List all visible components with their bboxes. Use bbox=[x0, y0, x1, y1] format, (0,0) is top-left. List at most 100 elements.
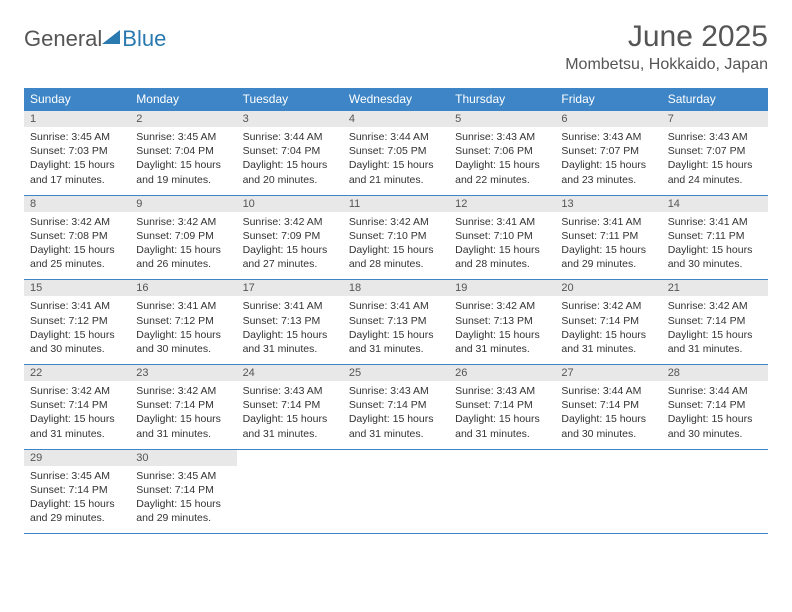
logo-sail-icon bbox=[102, 30, 120, 44]
dayhead-thursday: Thursday bbox=[449, 88, 555, 111]
day-number: 3 bbox=[237, 111, 343, 127]
day-cell: 2Sunrise: 3:45 AMSunset: 7:04 PMDaylight… bbox=[130, 111, 236, 196]
dayhead-wednesday: Wednesday bbox=[343, 88, 449, 111]
day-number: 17 bbox=[237, 280, 343, 296]
location: Mombetsu, Hokkaido, Japan bbox=[565, 56, 768, 74]
day-info: Sunrise: 3:41 AMSunset: 7:13 PMDaylight:… bbox=[237, 296, 343, 364]
day-info: Sunrise: 3:44 AMSunset: 7:04 PMDaylight:… bbox=[237, 127, 343, 195]
day-info: Sunrise: 3:43 AMSunset: 7:06 PMDaylight:… bbox=[449, 127, 555, 195]
day-number: 19 bbox=[449, 280, 555, 296]
day-info: Sunrise: 3:42 AMSunset: 7:13 PMDaylight:… bbox=[449, 296, 555, 364]
day-cell: 17Sunrise: 3:41 AMSunset: 7:13 PMDayligh… bbox=[237, 280, 343, 365]
day-info: Sunrise: 3:41 AMSunset: 7:11 PMDaylight:… bbox=[555, 212, 661, 280]
day-info: Sunrise: 3:42 AMSunset: 7:08 PMDaylight:… bbox=[24, 212, 130, 280]
day-cell: 22Sunrise: 3:42 AMSunset: 7:14 PMDayligh… bbox=[24, 365, 130, 450]
day-info: Sunrise: 3:41 AMSunset: 7:10 PMDaylight:… bbox=[449, 212, 555, 280]
day-info: Sunrise: 3:43 AMSunset: 7:14 PMDaylight:… bbox=[343, 381, 449, 449]
day-cell: 14Sunrise: 3:41 AMSunset: 7:11 PMDayligh… bbox=[662, 195, 768, 280]
day-cell: 6Sunrise: 3:43 AMSunset: 7:07 PMDaylight… bbox=[555, 111, 661, 196]
day-info: Sunrise: 3:41 AMSunset: 7:12 PMDaylight:… bbox=[130, 296, 236, 364]
day-info: Sunrise: 3:45 AMSunset: 7:14 PMDaylight:… bbox=[24, 466, 130, 534]
day-number: 9 bbox=[130, 196, 236, 212]
week-row: 22Sunrise: 3:42 AMSunset: 7:14 PMDayligh… bbox=[24, 365, 768, 450]
day-cell: 18Sunrise: 3:41 AMSunset: 7:13 PMDayligh… bbox=[343, 280, 449, 365]
day-number: 1 bbox=[24, 111, 130, 127]
empty-cell bbox=[449, 449, 555, 534]
dayhead-row: SundayMondayTuesdayWednesdayThursdayFrid… bbox=[24, 88, 768, 111]
day-number: 25 bbox=[343, 365, 449, 381]
day-info: Sunrise: 3:43 AMSunset: 7:14 PMDaylight:… bbox=[237, 381, 343, 449]
month-title: June 2025 bbox=[565, 20, 768, 54]
day-cell: 21Sunrise: 3:42 AMSunset: 7:14 PMDayligh… bbox=[662, 280, 768, 365]
header: General Blue June 2025 Mombetsu, Hokkaid… bbox=[24, 20, 768, 74]
dayhead-monday: Monday bbox=[130, 88, 236, 111]
week-row: 1Sunrise: 3:45 AMSunset: 7:03 PMDaylight… bbox=[24, 111, 768, 196]
day-number: 15 bbox=[24, 280, 130, 296]
title-block: June 2025 Mombetsu, Hokkaido, Japan bbox=[565, 20, 768, 74]
day-cell: 30Sunrise: 3:45 AMSunset: 7:14 PMDayligh… bbox=[130, 449, 236, 534]
empty-cell bbox=[662, 449, 768, 534]
week-row: 8Sunrise: 3:42 AMSunset: 7:08 PMDaylight… bbox=[24, 195, 768, 280]
day-number: 18 bbox=[343, 280, 449, 296]
day-cell: 27Sunrise: 3:44 AMSunset: 7:14 PMDayligh… bbox=[555, 365, 661, 450]
day-number: 13 bbox=[555, 196, 661, 212]
empty-cell bbox=[237, 449, 343, 534]
day-number: 11 bbox=[343, 196, 449, 212]
day-cell: 3Sunrise: 3:44 AMSunset: 7:04 PMDaylight… bbox=[237, 111, 343, 196]
day-info: Sunrise: 3:41 AMSunset: 7:12 PMDaylight:… bbox=[24, 296, 130, 364]
day-cell: 25Sunrise: 3:43 AMSunset: 7:14 PMDayligh… bbox=[343, 365, 449, 450]
day-cell: 29Sunrise: 3:45 AMSunset: 7:14 PMDayligh… bbox=[24, 449, 130, 534]
week-row: 15Sunrise: 3:41 AMSunset: 7:12 PMDayligh… bbox=[24, 280, 768, 365]
day-cell: 10Sunrise: 3:42 AMSunset: 7:09 PMDayligh… bbox=[237, 195, 343, 280]
day-cell: 15Sunrise: 3:41 AMSunset: 7:12 PMDayligh… bbox=[24, 280, 130, 365]
day-number: 23 bbox=[130, 365, 236, 381]
week-row: 29Sunrise: 3:45 AMSunset: 7:14 PMDayligh… bbox=[24, 449, 768, 534]
day-info: Sunrise: 3:45 AMSunset: 7:03 PMDaylight:… bbox=[24, 127, 130, 195]
logo: General Blue bbox=[24, 26, 166, 52]
dayhead-tuesday: Tuesday bbox=[237, 88, 343, 111]
day-number: 24 bbox=[237, 365, 343, 381]
day-cell: 7Sunrise: 3:43 AMSunset: 7:07 PMDaylight… bbox=[662, 111, 768, 196]
day-cell: 1Sunrise: 3:45 AMSunset: 7:03 PMDaylight… bbox=[24, 111, 130, 196]
day-info: Sunrise: 3:42 AMSunset: 7:10 PMDaylight:… bbox=[343, 212, 449, 280]
day-number: 20 bbox=[555, 280, 661, 296]
day-number: 7 bbox=[662, 111, 768, 127]
day-info: Sunrise: 3:42 AMSunset: 7:14 PMDaylight:… bbox=[662, 296, 768, 364]
day-cell: 16Sunrise: 3:41 AMSunset: 7:12 PMDayligh… bbox=[130, 280, 236, 365]
day-info: Sunrise: 3:44 AMSunset: 7:14 PMDaylight:… bbox=[662, 381, 768, 449]
day-cell: 26Sunrise: 3:43 AMSunset: 7:14 PMDayligh… bbox=[449, 365, 555, 450]
day-number: 26 bbox=[449, 365, 555, 381]
dayhead-sunday: Sunday bbox=[24, 88, 130, 111]
day-cell: 24Sunrise: 3:43 AMSunset: 7:14 PMDayligh… bbox=[237, 365, 343, 450]
day-info: Sunrise: 3:43 AMSunset: 7:14 PMDaylight:… bbox=[449, 381, 555, 449]
day-info: Sunrise: 3:44 AMSunset: 7:14 PMDaylight:… bbox=[555, 381, 661, 449]
day-cell: 13Sunrise: 3:41 AMSunset: 7:11 PMDayligh… bbox=[555, 195, 661, 280]
empty-cell bbox=[343, 449, 449, 534]
day-cell: 12Sunrise: 3:41 AMSunset: 7:10 PMDayligh… bbox=[449, 195, 555, 280]
day-number: 30 bbox=[130, 450, 236, 466]
day-number: 12 bbox=[449, 196, 555, 212]
day-info: Sunrise: 3:44 AMSunset: 7:05 PMDaylight:… bbox=[343, 127, 449, 195]
day-info: Sunrise: 3:43 AMSunset: 7:07 PMDaylight:… bbox=[555, 127, 661, 195]
day-cell: 4Sunrise: 3:44 AMSunset: 7:05 PMDaylight… bbox=[343, 111, 449, 196]
day-number: 8 bbox=[24, 196, 130, 212]
day-cell: 28Sunrise: 3:44 AMSunset: 7:14 PMDayligh… bbox=[662, 365, 768, 450]
day-number: 6 bbox=[555, 111, 661, 127]
dayhead-saturday: Saturday bbox=[662, 88, 768, 111]
day-cell: 23Sunrise: 3:42 AMSunset: 7:14 PMDayligh… bbox=[130, 365, 236, 450]
day-info: Sunrise: 3:42 AMSunset: 7:14 PMDaylight:… bbox=[24, 381, 130, 449]
logo-text-blue: Blue bbox=[122, 26, 166, 52]
day-info: Sunrise: 3:45 AMSunset: 7:14 PMDaylight:… bbox=[130, 466, 236, 534]
day-info: Sunrise: 3:41 AMSunset: 7:11 PMDaylight:… bbox=[662, 212, 768, 280]
day-cell: 5Sunrise: 3:43 AMSunset: 7:06 PMDaylight… bbox=[449, 111, 555, 196]
day-number: 27 bbox=[555, 365, 661, 381]
empty-cell bbox=[555, 449, 661, 534]
day-cell: 20Sunrise: 3:42 AMSunset: 7:14 PMDayligh… bbox=[555, 280, 661, 365]
day-number: 21 bbox=[662, 280, 768, 296]
day-info: Sunrise: 3:42 AMSunset: 7:09 PMDaylight:… bbox=[130, 212, 236, 280]
day-cell: 8Sunrise: 3:42 AMSunset: 7:08 PMDaylight… bbox=[24, 195, 130, 280]
day-info: Sunrise: 3:42 AMSunset: 7:09 PMDaylight:… bbox=[237, 212, 343, 280]
day-number: 4 bbox=[343, 111, 449, 127]
day-info: Sunrise: 3:45 AMSunset: 7:04 PMDaylight:… bbox=[130, 127, 236, 195]
day-number: 5 bbox=[449, 111, 555, 127]
